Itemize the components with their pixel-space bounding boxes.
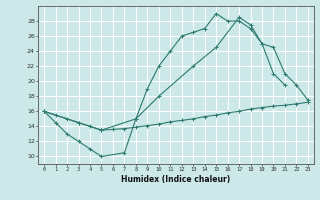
X-axis label: Humidex (Indice chaleur): Humidex (Indice chaleur)	[121, 175, 231, 184]
